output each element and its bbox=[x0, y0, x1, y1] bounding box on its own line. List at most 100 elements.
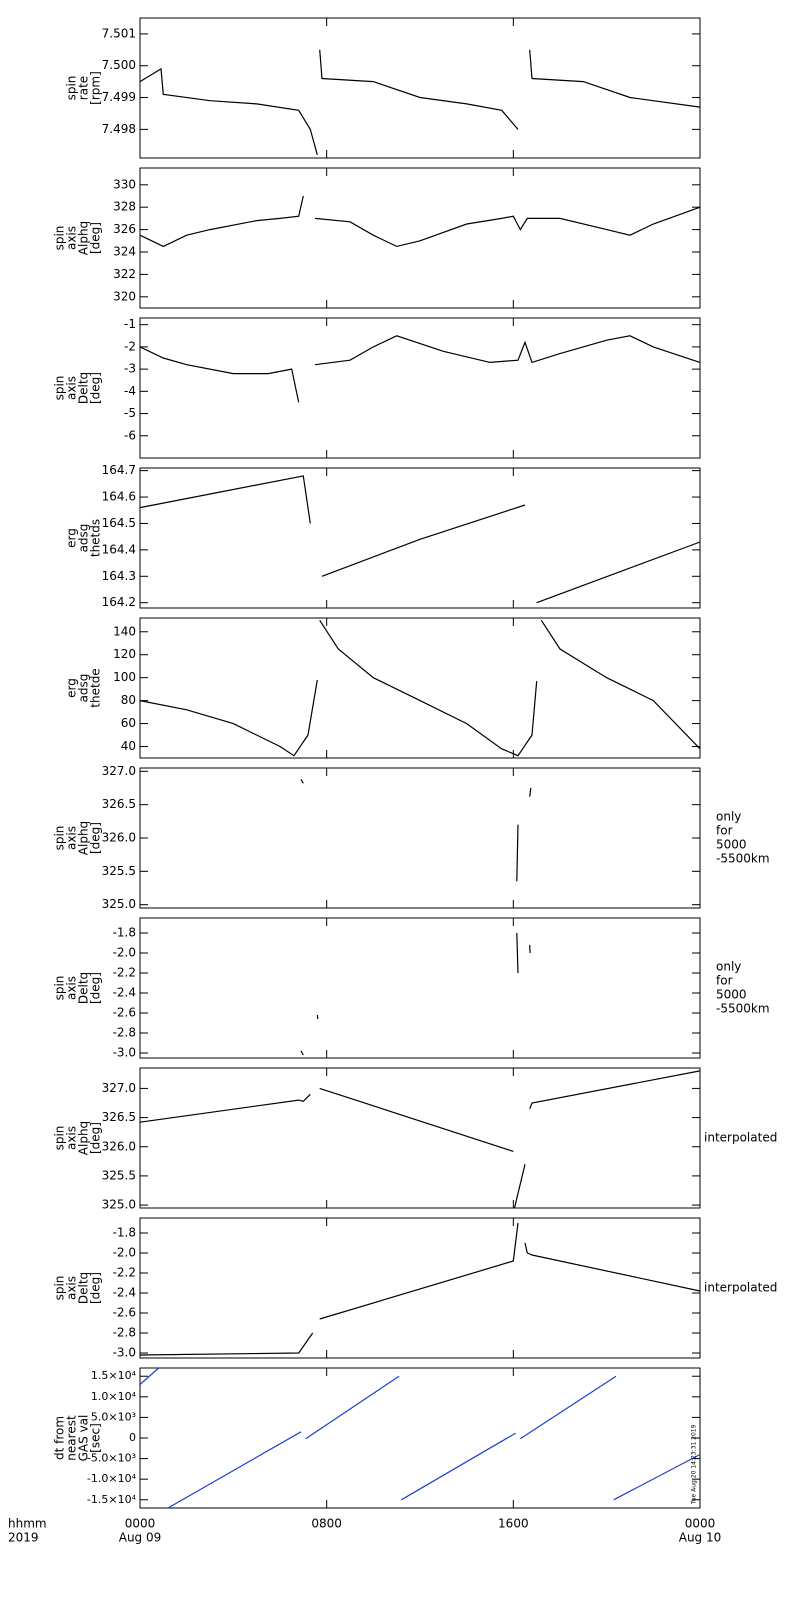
panel-note: -5500km bbox=[716, 1002, 770, 1016]
x-tick-date: Aug 09 bbox=[119, 1531, 162, 1545]
data-trace bbox=[300, 779, 532, 882]
y-tick-label: -3 bbox=[124, 362, 136, 376]
y-tick-label: -1 bbox=[124, 317, 136, 331]
y-axis-label: Deltq bbox=[77, 372, 91, 404]
y-axis-label: Deltq bbox=[77, 972, 91, 1004]
y-tick-label: 60 bbox=[121, 716, 136, 730]
y-tick-label: -2.8 bbox=[113, 1326, 136, 1340]
panel-frame bbox=[139, 17, 701, 159]
y-axis-label: rate bbox=[77, 76, 91, 100]
y-tick-label: -2.0 bbox=[113, 946, 136, 960]
y-tick-label: 328 bbox=[113, 200, 136, 214]
y-axis-label: [deg] bbox=[89, 1122, 103, 1154]
y-tick-label: -2.2 bbox=[113, 966, 136, 980]
y-tick-label: -3.0 bbox=[113, 1046, 136, 1060]
y-axis-label: Alphq bbox=[77, 221, 91, 255]
panel-frame bbox=[139, 1067, 701, 1209]
y-axis-label: Deltq bbox=[77, 1272, 91, 1304]
data-trace bbox=[300, 932, 531, 1056]
y-tick-label: 327.0 bbox=[102, 764, 136, 778]
y-tick-label: 140 bbox=[113, 624, 136, 638]
panel-frame bbox=[139, 167, 701, 309]
y-tick-label: 164.4 bbox=[102, 542, 136, 556]
y-tick-label: -5.0×10³ bbox=[87, 1452, 136, 1465]
y-axis-label: axis bbox=[65, 226, 79, 250]
data-trace bbox=[139, 1070, 701, 1209]
y-tick-label: -2.6 bbox=[113, 1006, 136, 1020]
y-tick-label: 322 bbox=[113, 267, 136, 281]
y-tick-label: 330 bbox=[113, 177, 136, 191]
y-tick-label: 7.500 bbox=[102, 58, 136, 72]
y-tick-label: -1.8 bbox=[113, 926, 136, 940]
y-tick-label: 1.0×10⁴ bbox=[91, 1390, 137, 1403]
y-axis-label: adsg bbox=[77, 524, 91, 553]
y-axis-label: [deg] bbox=[89, 822, 103, 854]
y-axis-label: dt from bbox=[53, 1416, 67, 1460]
panel-frame bbox=[139, 617, 701, 759]
x-corner-label: hhmm bbox=[8, 1517, 47, 1531]
y-tick-label: 5.0×10³ bbox=[91, 1410, 136, 1423]
y-axis-label: axis bbox=[65, 376, 79, 400]
panel-note: for bbox=[716, 974, 733, 988]
timestamp: Tue Aug 20 14:23:31 2019 bbox=[691, 1424, 698, 1505]
y-tick-label: -1.8 bbox=[113, 1226, 136, 1240]
data-trace bbox=[139, 475, 701, 604]
y-tick-label: 164.6 bbox=[102, 490, 136, 504]
data-trace bbox=[139, 195, 701, 248]
y-tick-label: -2.2 bbox=[113, 1266, 136, 1280]
y-tick-label: 7.498 bbox=[102, 122, 136, 136]
y-axis-label: spin bbox=[53, 1276, 67, 1301]
y-axis-label: spin bbox=[53, 976, 67, 1001]
panel-frame bbox=[139, 317, 701, 459]
y-axis-label: [sec] bbox=[89, 1423, 103, 1453]
y-axis-label: [deg] bbox=[89, 972, 103, 1004]
panel-frame bbox=[139, 467, 701, 609]
y-axis-label: axis bbox=[65, 826, 79, 850]
panel-frame bbox=[139, 1367, 701, 1509]
y-axis-label: spin bbox=[53, 376, 67, 401]
y-axis-label: axis bbox=[65, 1276, 79, 1300]
data-trace bbox=[139, 619, 701, 757]
panel-note: -5500km bbox=[716, 852, 770, 866]
y-tick-label: 324 bbox=[113, 245, 136, 259]
y-tick-label: 100 bbox=[113, 670, 136, 684]
y-tick-label: -2.0 bbox=[113, 1246, 136, 1260]
y-tick-label: -3.0 bbox=[113, 1346, 136, 1360]
y-axis-label: [deg] bbox=[89, 222, 103, 254]
y-tick-label: -2.4 bbox=[113, 986, 136, 1000]
panel-note: interpolated bbox=[704, 1281, 777, 1295]
y-axis-label: spin bbox=[53, 1126, 67, 1151]
y-tick-label: -2.6 bbox=[113, 1306, 136, 1320]
y-axis-label: [deg] bbox=[89, 1272, 103, 1304]
panel-note: interpolated bbox=[704, 1131, 777, 1145]
data-trace bbox=[139, 1367, 701, 1509]
y-tick-label: 326 bbox=[113, 222, 136, 236]
y-axis-label: erg bbox=[65, 678, 79, 698]
y-tick-label: 0 bbox=[129, 1431, 136, 1444]
y-axis-label: spin bbox=[53, 826, 67, 851]
y-axis-label: axis bbox=[65, 1126, 79, 1150]
y-tick-label: 325.0 bbox=[102, 1198, 136, 1212]
panel-note: only bbox=[716, 810, 741, 824]
y-axis-label: adsg bbox=[77, 674, 91, 703]
y-tick-label: 327.0 bbox=[102, 1081, 136, 1095]
y-tick-label: 320 bbox=[113, 289, 136, 303]
y-tick-label: 326.5 bbox=[102, 1110, 136, 1124]
y-axis-label: [deg] bbox=[89, 372, 103, 404]
y-axis-label: nearest bbox=[65, 1415, 79, 1461]
y-tick-label: 40 bbox=[121, 739, 136, 753]
y-tick-label: -5 bbox=[124, 406, 136, 420]
y-tick-label: 7.499 bbox=[102, 90, 136, 104]
y-tick-label: -1.5×10⁴ bbox=[87, 1493, 137, 1506]
x-tick-date: Aug 10 bbox=[679, 1531, 722, 1545]
y-tick-label: 325.5 bbox=[102, 864, 136, 878]
y-tick-label: 164.2 bbox=[102, 595, 136, 609]
y-tick-label: 120 bbox=[113, 647, 136, 661]
data-trace bbox=[139, 1222, 701, 1356]
y-axis-label: [rpm] bbox=[89, 71, 103, 105]
y-tick-label: 7.501 bbox=[102, 26, 136, 40]
y-tick-label: -2 bbox=[124, 339, 136, 353]
y-axis-label: Alphq bbox=[77, 821, 91, 855]
panel-note: 5000 bbox=[716, 988, 747, 1002]
